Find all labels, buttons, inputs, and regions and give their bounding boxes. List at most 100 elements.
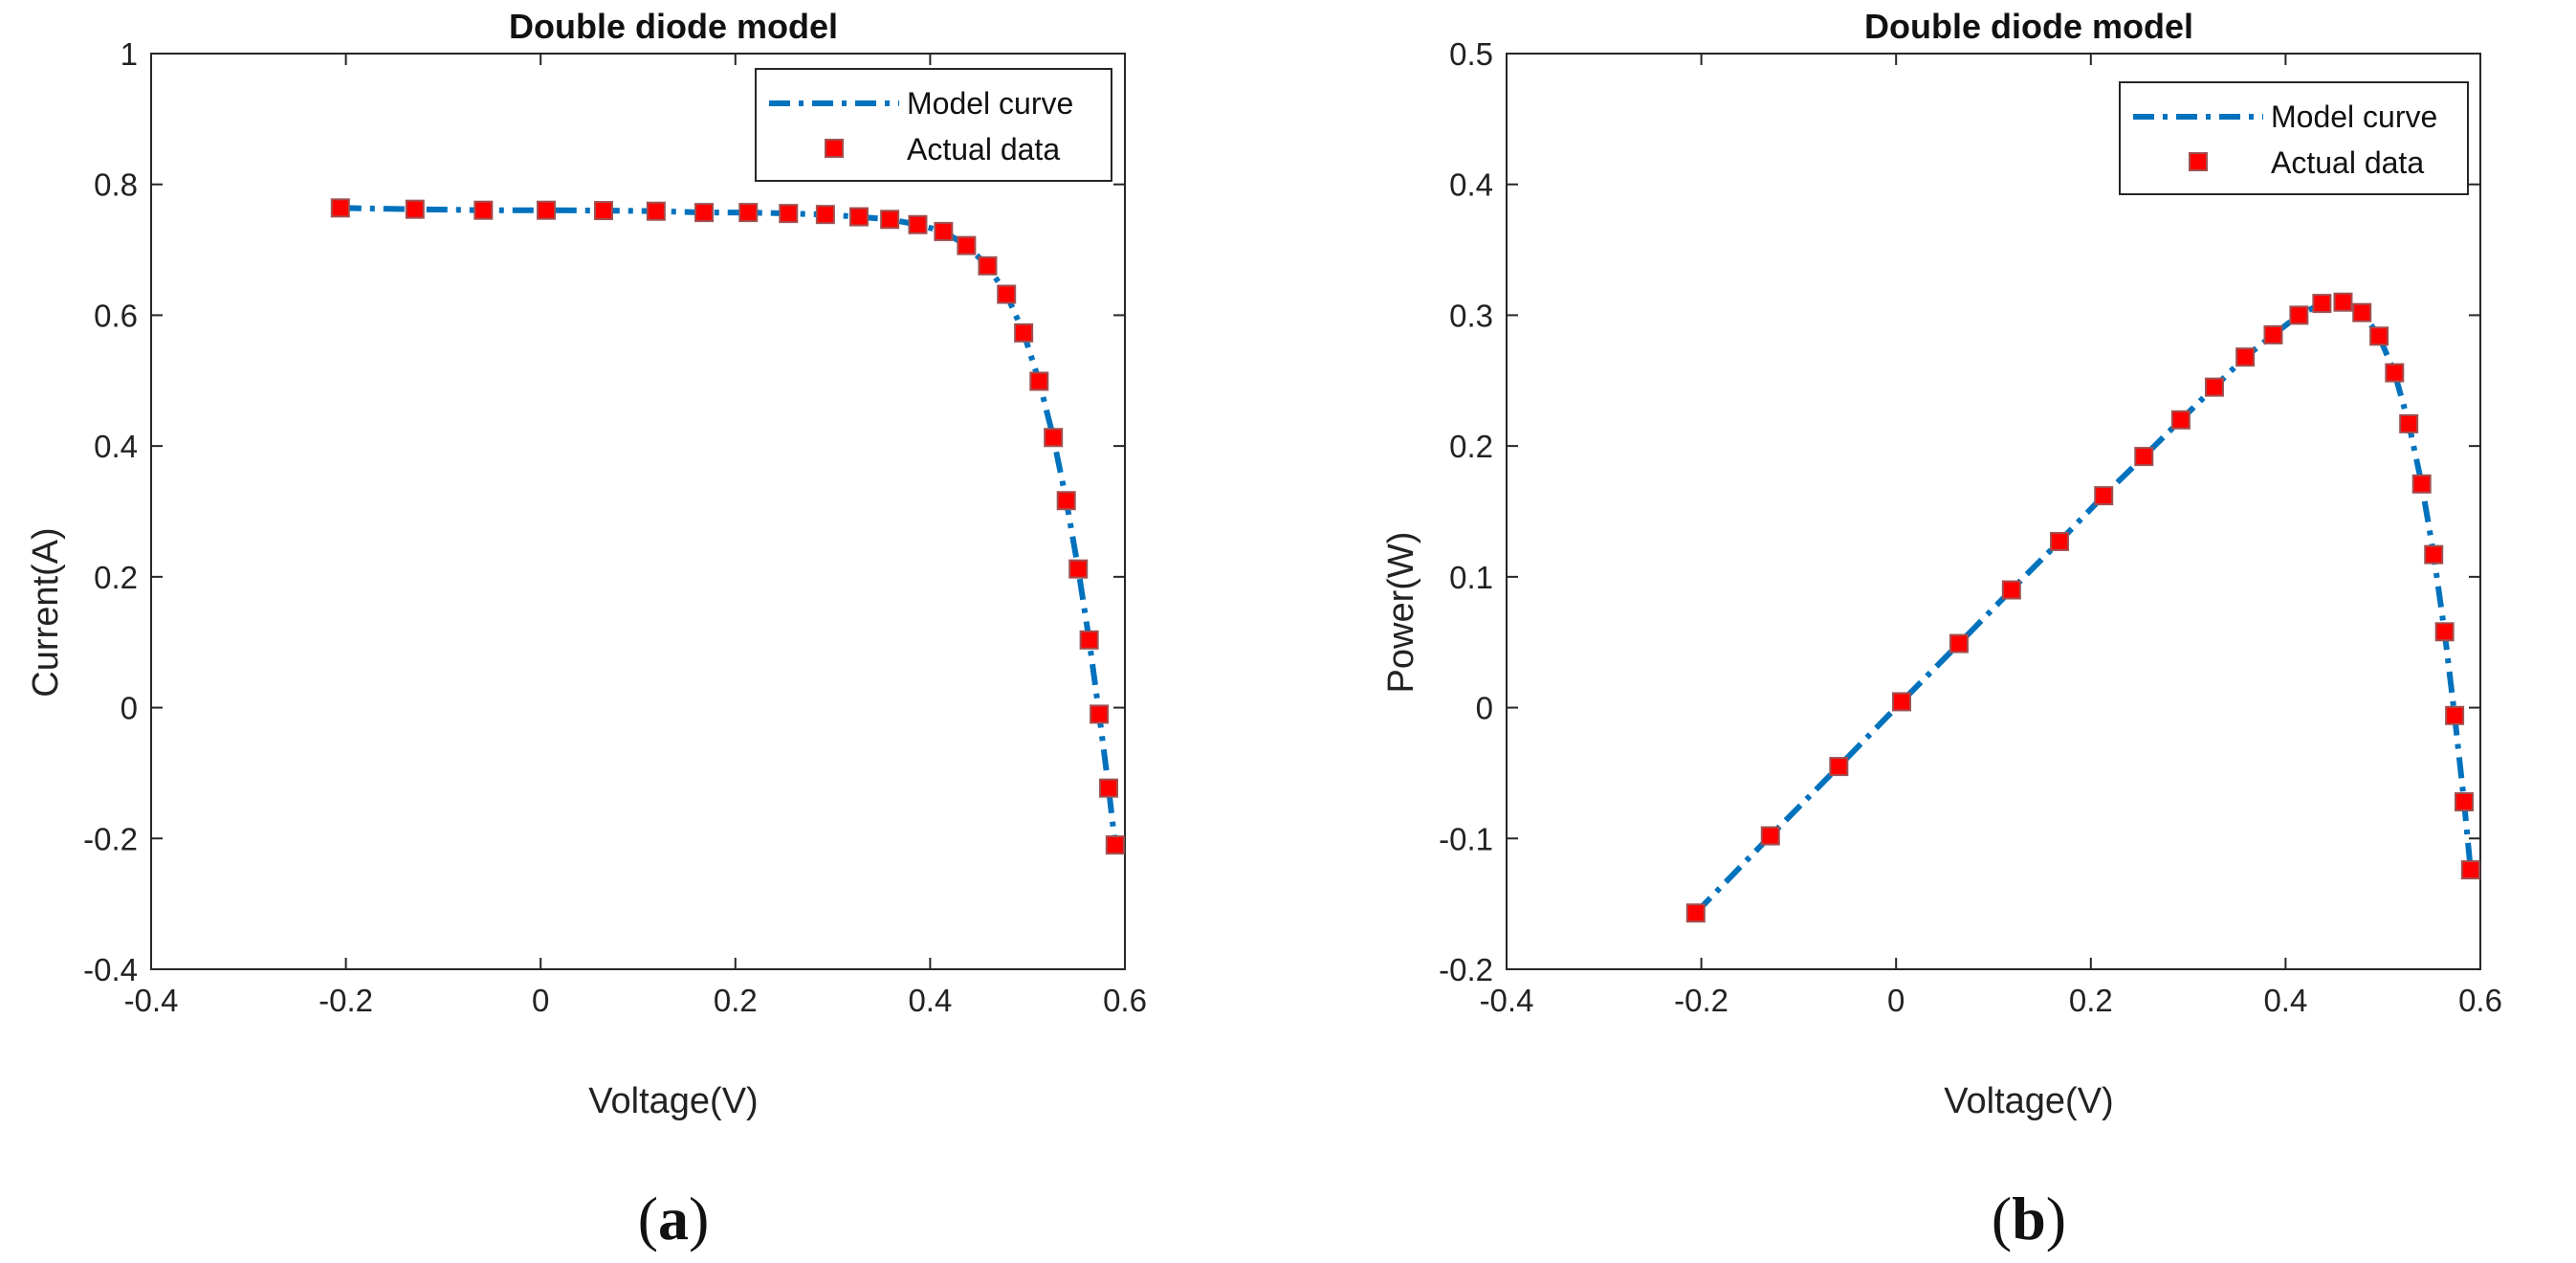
chart-b-data-point — [2411, 474, 2432, 494]
chart-a-x-tick-label: -0.2 — [319, 983, 373, 1018]
chart-b-data-point — [2445, 705, 2465, 725]
chart-b-x-tick-label: 0.6 — [2458, 983, 2502, 1018]
chart-b-y-tick-label: -0.1 — [1439, 821, 1493, 856]
chart-a-data-point — [1068, 559, 1089, 579]
chart-a-data-point — [1044, 428, 1064, 448]
chart-a-data-point — [1079, 630, 1099, 650]
chart-a-data-point — [1090, 704, 1110, 724]
chart-b-data-point — [2385, 363, 2405, 383]
chart-b-title: Double diode model — [1864, 7, 2193, 46]
chart-a-y-tick-label: 0 — [121, 691, 138, 726]
chart-b-data-point — [1829, 757, 1849, 777]
chart-b-data-point — [2235, 347, 2256, 367]
chart-a-ylabel: Current(A) — [26, 527, 66, 697]
chart-a-data-point — [957, 235, 977, 255]
chart-a-x-tick-label: 0.6 — [1103, 983, 1147, 1018]
chart-b-y-tick-label: 0.1 — [1449, 560, 1493, 595]
chart-a-x-tick-label: 0.2 — [714, 983, 758, 1018]
chart-b-data-point — [1685, 903, 1706, 923]
chart-a-title: Double diode model — [509, 7, 838, 46]
panel-a-letter: a — [658, 1185, 689, 1252]
chart-a-legend-data-swatch — [825, 139, 844, 158]
chart-a-data-point — [978, 255, 998, 276]
chart-b-x-tick-label: 0 — [1887, 983, 1904, 1018]
chart-a-data-point — [738, 203, 759, 223]
chart-a-data-point — [646, 201, 666, 221]
chart-b-x-tick-label: 0.4 — [2263, 983, 2307, 1018]
chart-a-data-point — [880, 210, 900, 230]
chart-a-y-tick-label: 0.6 — [94, 298, 138, 333]
chart-b-data-point — [2170, 410, 2191, 430]
chart-b-plot-area: -0.4 -0.2 0 0.2 0.4 0.6-0.2-0.100.10.20.30.40… — [1439, 36, 2502, 1018]
chart-b-x-tick-label: -0.4 — [1480, 983, 1534, 1018]
chart-b-data-point — [1892, 692, 1912, 712]
panel-a-label: (a) — [638, 1185, 710, 1252]
chart-a-data-point — [1029, 371, 1049, 391]
chart-b-data-point — [1760, 826, 1780, 846]
chart-b-data-point — [2094, 486, 2114, 506]
chart-b-xlabel: Voltage(V) — [1944, 1081, 2113, 1121]
chart-a-xlabel: Voltage(V) — [588, 1081, 758, 1121]
chart-b-data-point — [2460, 860, 2480, 880]
chart-a-y-tick-label: 0.4 — [94, 429, 138, 464]
chart-a-data-point — [473, 200, 494, 220]
chart-b-y-tick-label: 0.4 — [1449, 167, 1493, 203]
chart-b-ylabel: Power(W) — [1381, 532, 1421, 694]
chart-b-legend-data-swatch — [2189, 152, 2208, 171]
chart-b-data-point — [2263, 324, 2283, 344]
chart-a-x-tick-label: -0.4 — [124, 983, 179, 1018]
chart-a-data-point — [997, 284, 1017, 304]
chart-a-plot-area: -0.4 -0.2 0 0.2 0.4 0.6 -0.4 -0.2 0 0.2 0.4 0.6 0.8 1… — [83, 36, 1147, 1018]
chart-b-data-point — [2454, 792, 2474, 812]
chart-b-data-point — [2001, 580, 2021, 600]
chart-b-data-point — [1949, 633, 1969, 654]
chart-a-y-tick-label: 0.2 — [94, 560, 138, 595]
chart-b-y-tick-label: 0.3 — [1449, 298, 1493, 333]
chart-b-data-point — [2399, 413, 2419, 433]
chart-b-y-tick-label: 0 — [1476, 691, 1493, 726]
chart-b-data-point — [2050, 531, 2070, 551]
chart-a-data-point — [405, 199, 425, 219]
chart-a-y-tick-label: -0.4 — [83, 952, 138, 987]
chart-b-data-point — [2434, 622, 2455, 642]
chart-b-data-point — [2369, 326, 2389, 346]
chart-b-y-tick-label: 0.2 — [1449, 429, 1493, 464]
chart-a-data-point — [1105, 835, 1125, 855]
chart-b-x-tick-label: 0.2 — [2069, 983, 2113, 1018]
chart-b-data-point — [2204, 377, 2224, 397]
chart-b-legend-data-label: Actual data — [2271, 145, 2424, 180]
chart-a-x-tick-label: 0 — [532, 983, 549, 1018]
panel-b-letter: b — [2012, 1185, 2046, 1252]
chart-b-x-tick-label: -0.2 — [1674, 983, 1728, 1018]
chart-a-data-point — [815, 205, 835, 225]
chart-b-data-point — [2352, 302, 2372, 322]
chart-a-legend-data-label: Actual data — [907, 132, 1060, 166]
chart-b-legend: Model curve Actual data — [2119, 81, 2469, 195]
chart-b-data-point — [2312, 294, 2332, 314]
chart-a-axes-box — [150, 53, 1126, 970]
chart-a-data-point — [848, 207, 869, 227]
chart-a-data-point — [1014, 322, 1034, 343]
chart-a-x-tick-label: 0.4 — [908, 983, 952, 1018]
panel-b: Double diode model -0.4 -0.2 0 0.2 0.4 0.6 -0.… — [1381, 7, 2502, 1252]
chart-a-data-point — [330, 198, 350, 218]
chart-a-data-point — [593, 201, 613, 221]
chart-a-y-tick-label: 1 — [121, 36, 138, 72]
chart-b-data-point — [2333, 292, 2353, 312]
chart-b-axes-box — [1506, 53, 2481, 970]
chart-b-data-point — [2134, 447, 2154, 467]
chart-a-data-point — [1056, 491, 1076, 511]
chart-a-data-point — [934, 221, 954, 241]
chart-a-legend-box — [755, 68, 1112, 182]
chart-a-y-tick-label: -0.2 — [83, 821, 138, 856]
chart-a-legend-model-label: Model curve — [907, 86, 1073, 121]
chart-a-data-point — [779, 204, 799, 224]
chart-b-data-point — [2289, 305, 2309, 325]
chart-a-legend: Model curve Actual data — [755, 68, 1112, 182]
chart-b-data-point — [2424, 544, 2444, 565]
chart-b-legend-model-label: Model curve — [2271, 100, 2437, 134]
chart-b-legend-box — [2119, 81, 2469, 195]
panel-b-label: (b) — [1992, 1185, 2066, 1252]
chart-a-data-point — [1098, 778, 1118, 798]
